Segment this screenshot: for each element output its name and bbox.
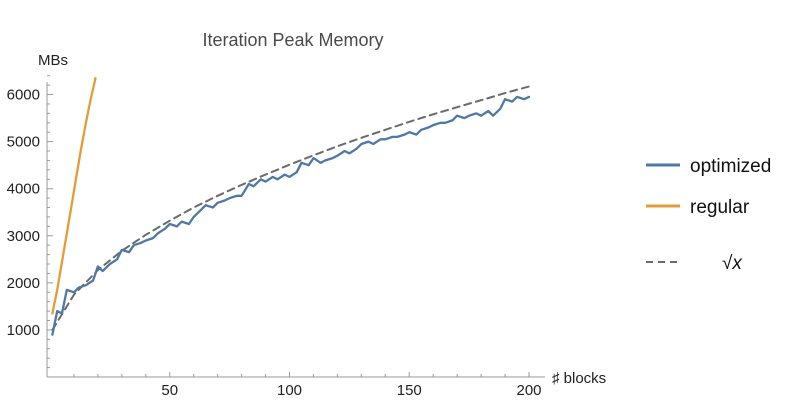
series-line-sqrt-x [51,85,530,331]
chart-title: Iteration Peak Memory [202,30,383,50]
y-tick-label: 5000 [7,134,40,151]
x-tick-label: 100 [277,382,302,399]
legend: optimized regular √x [646,156,771,274]
x-tick-label: 150 [397,382,422,399]
y-tick-label: 6000 [7,87,40,104]
legend-label: √x [722,253,743,274]
ticks: 50 100 150 200 1000 2000 3000 4000 5000 6000 [7,75,542,399]
x-tick-label: 50 [161,382,178,399]
y-tick-label: 1000 [7,322,40,339]
y-tick-label: 3000 [7,228,40,245]
series-layer [51,76,531,336]
y-tick-label: 4000 [7,181,40,198]
series-line-regular [51,76,97,315]
y-axis-label: MBs [38,52,68,69]
x-axis-label: ♯ blocks [552,370,606,387]
legend-label: optimized [690,156,771,177]
x-tick-label: 200 [516,382,541,399]
series-line-optimized [51,95,531,336]
legend-label: regular [690,197,750,218]
y-tick-label: 2000 [7,275,40,292]
